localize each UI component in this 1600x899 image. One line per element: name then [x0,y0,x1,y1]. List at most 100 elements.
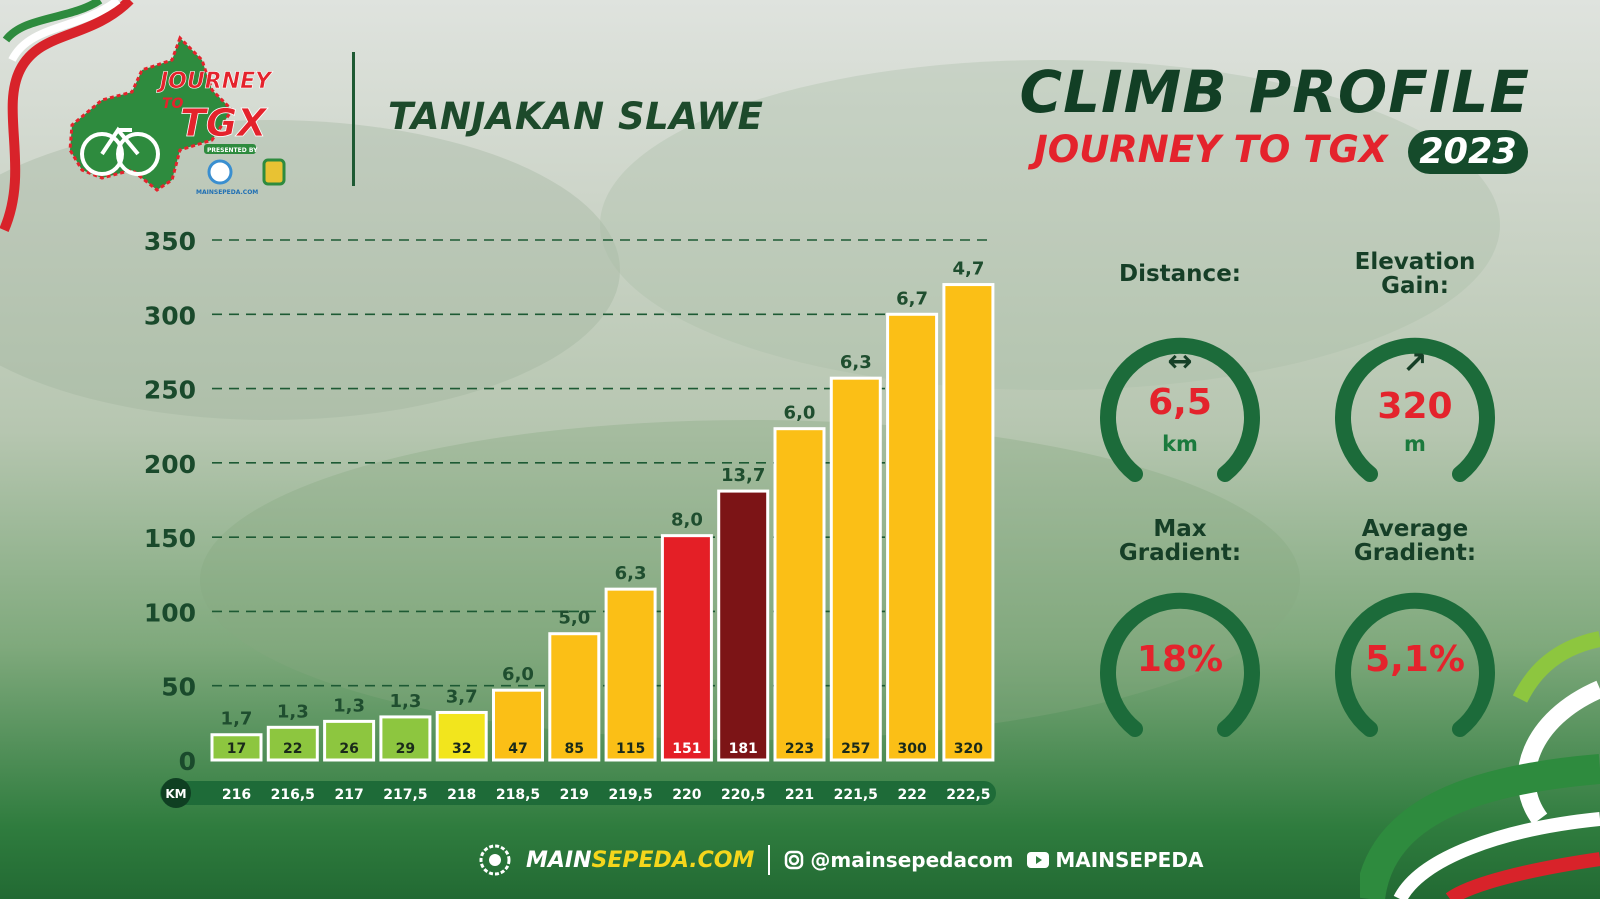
stat-label-line2: Gradient: [1118,540,1242,566]
bar-gradient-label: 13,7 [721,465,765,486]
instagram-handle: @mainsepedacom [810,848,1014,872]
logo-line1: JOURNEY [156,69,273,94]
route-name: TANJAKAN SLAWE [388,95,764,138]
y-tick-label: 250 [144,376,196,405]
x-tick-label: 217,5 [383,787,427,803]
bar-elevation-label: 26 [339,741,358,757]
stat-label-line1: Distance: [1119,261,1241,287]
logo-line2: TO [162,96,184,112]
stat-unit: km [1162,432,1198,456]
stat-label: Max Gradient: [1085,517,1275,565]
logo-sponsor: MAINSEPEDA.COM [196,189,258,196]
gauge-arc [1100,337,1260,482]
header-divider [352,52,355,186]
y-tick-label: 200 [144,450,196,479]
bar [379,715,432,762]
bar-elevation-label: 115 [616,741,645,757]
stat-label: Average Gradient: [1320,517,1510,565]
bar-gradient-label: 1,3 [389,691,421,712]
stat-label-line1: Average [1361,516,1469,542]
x-tick-label: 218 [447,787,476,803]
stat-value: 5,1% [1365,639,1465,680]
stat-average-gradient: Average Gradient: 5,1% [1320,517,1510,747]
y-tick-label: 300 [144,301,196,330]
gauge-arc [1335,337,1495,482]
bar-elevation-label: 320 [954,741,983,757]
youtube-icon [1027,852,1050,868]
stat-elevation-gain: Elevation Gain: ↗ 320 m [1320,250,1510,492]
x-tick-label: 220,5 [721,787,765,803]
bars: 17 1,7 22 1,3 26 1,3 29 1,3 32 3,7 47 6,0 85 5,0 115 6,… [210,259,995,762]
gauge-arc [1100,592,1260,737]
stat-label: Distance: [1085,262,1275,286]
y-tick-label: 100 [144,598,196,627]
stat-label-line2: Gradient: [1353,540,1477,566]
x-tick-label: 219,5 [608,787,652,803]
bar-elevation-label: 85 [565,741,584,757]
page-subtitle: JOURNEY TO TGX [1034,128,1388,171]
x-axis: KM 216 216,5 217 217,5 218 218,5 219 219,5 220 22… [160,778,996,808]
x-axis-unit-label: KM [165,787,186,801]
bar [773,427,826,762]
ribbon-bottom-right [1360,631,1600,899]
bar-elevation-label: 47 [508,741,527,757]
arrow-up-right-icon: ↗ [1402,346,1428,381]
bar [660,534,713,762]
footer-youtube[interactable]: MAINSEPEDA [1027,848,1203,872]
gauge: ↗ 320 m [1330,322,1500,492]
bar-gradient-label: 5,0 [558,608,590,629]
gauge: 18% [1095,577,1265,747]
bar [886,312,939,762]
stat-value: 320 [1377,386,1453,427]
bar-elevation-label: 300 [897,741,926,757]
bar-elevation-label: 29 [396,741,415,757]
journey-to-tgx-logo: JOURNEY TO TGX PRESENTED BY MAINSEPEDA.C… [62,30,302,210]
instagram-icon [785,850,804,870]
y-tick-label: 350 [144,227,196,256]
bar-gradient-label: 8,0 [671,510,703,531]
stat-distance: Distance: ↔ 6,5 km [1085,262,1275,492]
bar [942,283,995,762]
bar-gradient-label: 6,3 [840,352,872,373]
gauge: ↔ 6,5 km [1095,322,1265,492]
bar-gradient-label: 3,7 [446,686,478,707]
stat-max-gradient: Max Gradient: 18% [1085,517,1275,747]
bar [210,733,263,762]
bar-elevation-label: 17 [227,741,246,757]
x-tick-label: 216,5 [271,787,315,803]
x-tick-label: 222,5 [946,787,990,803]
ribbon-top-left [0,0,134,232]
x-tick-label: 217 [334,787,363,803]
footer: MAINSEPEDA.COM @mainsepedacom MAINSEPEDA [478,842,1203,878]
x-tick-label: 220 [672,787,701,803]
page-title: CLIMB PROFILE [1019,58,1530,126]
bar-gradient-label: 4,7 [952,259,984,280]
bar [492,688,544,762]
bar-elevation-label: 257 [841,741,870,757]
x-axis-strip [160,781,996,805]
stat-label-line2: Gain: [1381,273,1449,299]
x-axis-unit-badge [161,778,191,808]
bar [717,489,770,762]
footer-website[interactable]: MAINSEPEDA.COM [526,848,754,873]
x-tick-label: 219 [560,787,589,803]
stat-label-line1: Max [1153,516,1207,542]
x-tick-label: 216 [222,787,251,803]
footer-instagram[interactable]: @mainsepedacom [784,848,1013,872]
y-tick-label: 150 [144,524,196,553]
bar-gradient-label: 1,7 [221,709,253,730]
x-tick-label: 221,5 [834,787,878,803]
footer-brand-main: MAIN [526,847,592,873]
arrows-horizontal-icon: ↔ [1167,344,1193,379]
logo-presented-by: PRESENTED BY [207,147,258,154]
bar-elevation-label: 181 [729,741,758,757]
gear-icon [479,844,511,876]
gauge-arc [1335,592,1495,737]
bar-elevation-label: 32 [452,741,471,757]
y-axis-ticks: 0 50 100 150 200 250 300 350 [144,227,196,776]
bar [323,719,376,762]
bar [829,376,882,762]
bar [548,632,601,762]
x-tick-label: 222 [897,787,926,803]
